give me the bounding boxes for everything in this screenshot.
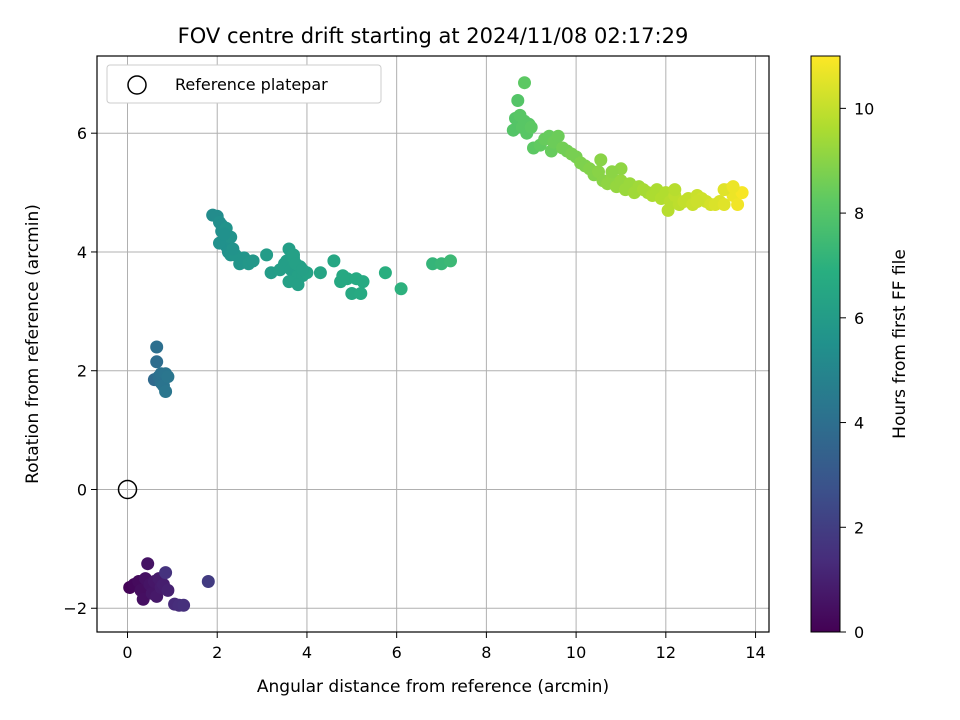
colorbar-tick-label: 6 [854,309,864,328]
data-point [668,183,682,197]
grid-lines [97,56,769,632]
colorbar: 0 2 4 6 8 10 Hours from first FF file [810,55,910,642]
colorbar-ticks: 0 2 4 6 8 10 [840,99,874,642]
y-tick-label: −2 [63,599,87,618]
colorbar-label: Hours from first FF file [890,249,910,439]
data-point [605,165,619,179]
data-point [141,557,155,571]
y-tick-label: 0 [77,480,87,499]
y-tick-label: 6 [77,124,87,143]
data-point [246,254,260,268]
data-point [518,76,531,90]
data-point [177,598,191,612]
x-tick-label: 6 [392,643,402,662]
data-point [159,385,173,398]
x-tick-label: 14 [745,643,765,662]
data-point [726,180,740,194]
colorbar-tick-label: 4 [854,414,864,433]
colorbar-tick-label: 2 [854,518,864,537]
data-point [260,248,274,262]
colorbar-gradient [810,55,841,633]
data-point [594,153,608,167]
data-point [444,254,457,268]
x-tick-label: 4 [302,643,312,662]
data-point [690,195,704,208]
x-tick-label: 2 [212,643,222,662]
plot-frame [96,55,770,633]
reference-platepar-point [117,479,138,500]
x-tick-label: 8 [481,643,491,662]
data-point [731,198,745,211]
data-point [356,275,370,289]
data-point [551,129,565,143]
data-point [226,242,240,256]
y-tick-label: 4 [77,243,87,262]
data-point [296,263,309,277]
data-point [717,198,731,211]
data-point [150,355,164,369]
data-point [291,278,305,292]
data-point [161,583,175,597]
x-tick-label: 10 [566,643,586,662]
colorbar-tick-label: 0 [854,623,864,642]
data-point [426,257,440,271]
legend-marker-icon [127,75,147,95]
data-point [378,266,392,280]
x-axis-ticks: 0 2 4 6 8 10 12 14 [122,632,766,662]
data-point [511,94,525,107]
data-point [524,120,538,134]
data-point [150,340,164,354]
data-point [161,370,175,384]
data-point [340,272,354,286]
colorbar-tick-label: 10 [854,99,874,118]
scatter-points [123,76,749,612]
legend-label: Reference platepar [175,75,328,94]
y-axis-ticks: −2 0 2 4 6 [63,124,97,618]
data-point [327,254,341,268]
legend: Reference platepar [106,64,382,104]
x-axis-label: Angular distance from reference (arcmin) [257,677,609,697]
data-point [313,266,327,280]
x-tick-label: 12 [656,643,676,662]
data-point [354,287,368,300]
data-point [217,227,231,241]
data-point [201,575,215,588]
data-point [345,287,359,300]
y-axis-label: Rotation from reference (arcmin) [23,204,43,484]
x-tick-label: 0 [122,643,132,662]
data-point [159,566,173,580]
chart-title: FOV centre drift starting at 2024/11/08 … [178,24,689,48]
data-point [394,282,408,296]
colorbar-tick-label: 8 [854,204,864,223]
legend-box [106,64,382,104]
y-tick-label: 2 [77,362,87,381]
